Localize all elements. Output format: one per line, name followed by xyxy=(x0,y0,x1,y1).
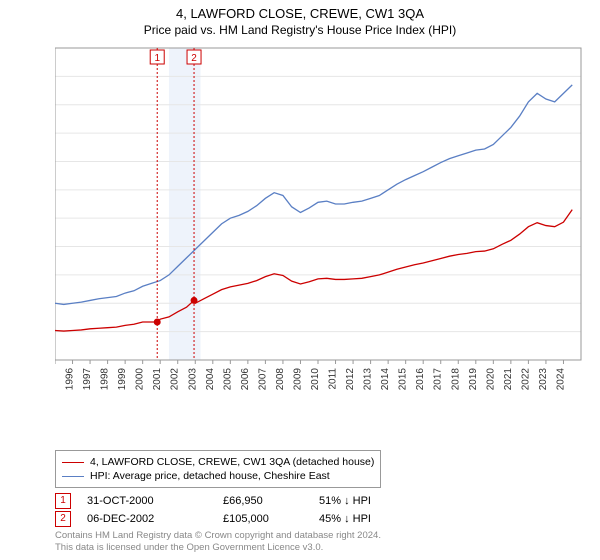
sale-marker-box: 1 xyxy=(55,493,71,509)
chart-title: 4, LAWFORD CLOSE, CREWE, CW1 3QA xyxy=(0,0,600,21)
legend: 4, LAWFORD CLOSE, CREWE, CW1 3QA (detach… xyxy=(55,450,585,488)
svg-text:2018: 2018 xyxy=(450,368,461,391)
svg-text:2004: 2004 xyxy=(205,368,216,391)
legend-item: 4, LAWFORD CLOSE, CREWE, CW1 3QA (detach… xyxy=(62,455,374,469)
svg-text:2020: 2020 xyxy=(485,368,496,391)
svg-text:2000: 2000 xyxy=(135,368,146,391)
svg-text:2001: 2001 xyxy=(152,368,163,391)
svg-text:2024: 2024 xyxy=(555,368,566,391)
svg-text:2010: 2010 xyxy=(310,368,321,391)
sale-diff: 51% ↓ HPI xyxy=(319,495,409,507)
sale-marker-box: 2 xyxy=(55,511,71,527)
svg-text:2003: 2003 xyxy=(187,368,198,391)
svg-text:2022: 2022 xyxy=(520,368,531,391)
svg-text:2012: 2012 xyxy=(345,368,356,391)
svg-text:1995: 1995 xyxy=(55,368,58,391)
legend-swatch xyxy=(62,476,84,477)
footer-line-1: Contains HM Land Registry data © Crown c… xyxy=(55,530,381,542)
svg-text:1996: 1996 xyxy=(65,368,76,391)
svg-text:2017: 2017 xyxy=(433,368,444,391)
svg-text:2007: 2007 xyxy=(257,368,268,391)
sale-price: £105,000 xyxy=(223,513,303,525)
legend-item: HPI: Average price, detached house, Ches… xyxy=(62,469,374,483)
chart-container: 4, LAWFORD CLOSE, CREWE, CW1 3QA Price p… xyxy=(0,0,600,560)
sale-date: 06-DEC-2002 xyxy=(87,513,207,525)
svg-text:2008: 2008 xyxy=(275,368,286,391)
svg-text:2: 2 xyxy=(191,53,197,64)
sale-date: 31-OCT-2000 xyxy=(87,495,207,507)
svg-text:2015: 2015 xyxy=(398,368,409,391)
chart-subtitle: Price paid vs. HM Land Registry's House … xyxy=(0,21,600,41)
legend-label: HPI: Average price, detached house, Ches… xyxy=(90,469,330,483)
svg-text:2013: 2013 xyxy=(363,368,374,391)
sale-diff: 45% ↓ HPI xyxy=(319,513,409,525)
chart-svg: £0£50K£100K£150K£200K£250K£300K£350K£400… xyxy=(55,44,585,404)
svg-text:2019: 2019 xyxy=(468,368,479,391)
svg-text:2011: 2011 xyxy=(328,368,339,390)
sales-table: 1 31-OCT-2000 £66,950 51% ↓ HPI 2 06-DEC-2002… xyxy=(55,492,409,528)
svg-text:1999: 1999 xyxy=(117,368,128,391)
svg-text:2002: 2002 xyxy=(170,368,181,391)
sale-row: 2 06-DEC-2002 £105,000 45% ↓ HPI xyxy=(55,510,409,528)
svg-text:2006: 2006 xyxy=(240,368,251,391)
svg-text:2023: 2023 xyxy=(538,368,549,391)
footer-attribution: Contains HM Land Registry data © Crown c… xyxy=(55,530,381,554)
svg-text:1997: 1997 xyxy=(82,368,93,391)
footer-line-2: This data is licensed under the Open Gov… xyxy=(55,542,381,554)
svg-text:1998: 1998 xyxy=(100,368,111,391)
legend-label: 4, LAWFORD CLOSE, CREWE, CW1 3QA (detach… xyxy=(90,455,374,469)
svg-text:2005: 2005 xyxy=(222,368,233,391)
sale-price: £66,950 xyxy=(223,495,303,507)
sale-row: 1 31-OCT-2000 £66,950 51% ↓ HPI xyxy=(55,492,409,510)
svg-text:2016: 2016 xyxy=(415,368,426,391)
svg-text:2021: 2021 xyxy=(503,368,514,391)
svg-text:2009: 2009 xyxy=(292,368,303,391)
legend-swatch xyxy=(62,462,84,463)
svg-text:2014: 2014 xyxy=(380,368,391,391)
svg-text:1: 1 xyxy=(154,53,160,64)
